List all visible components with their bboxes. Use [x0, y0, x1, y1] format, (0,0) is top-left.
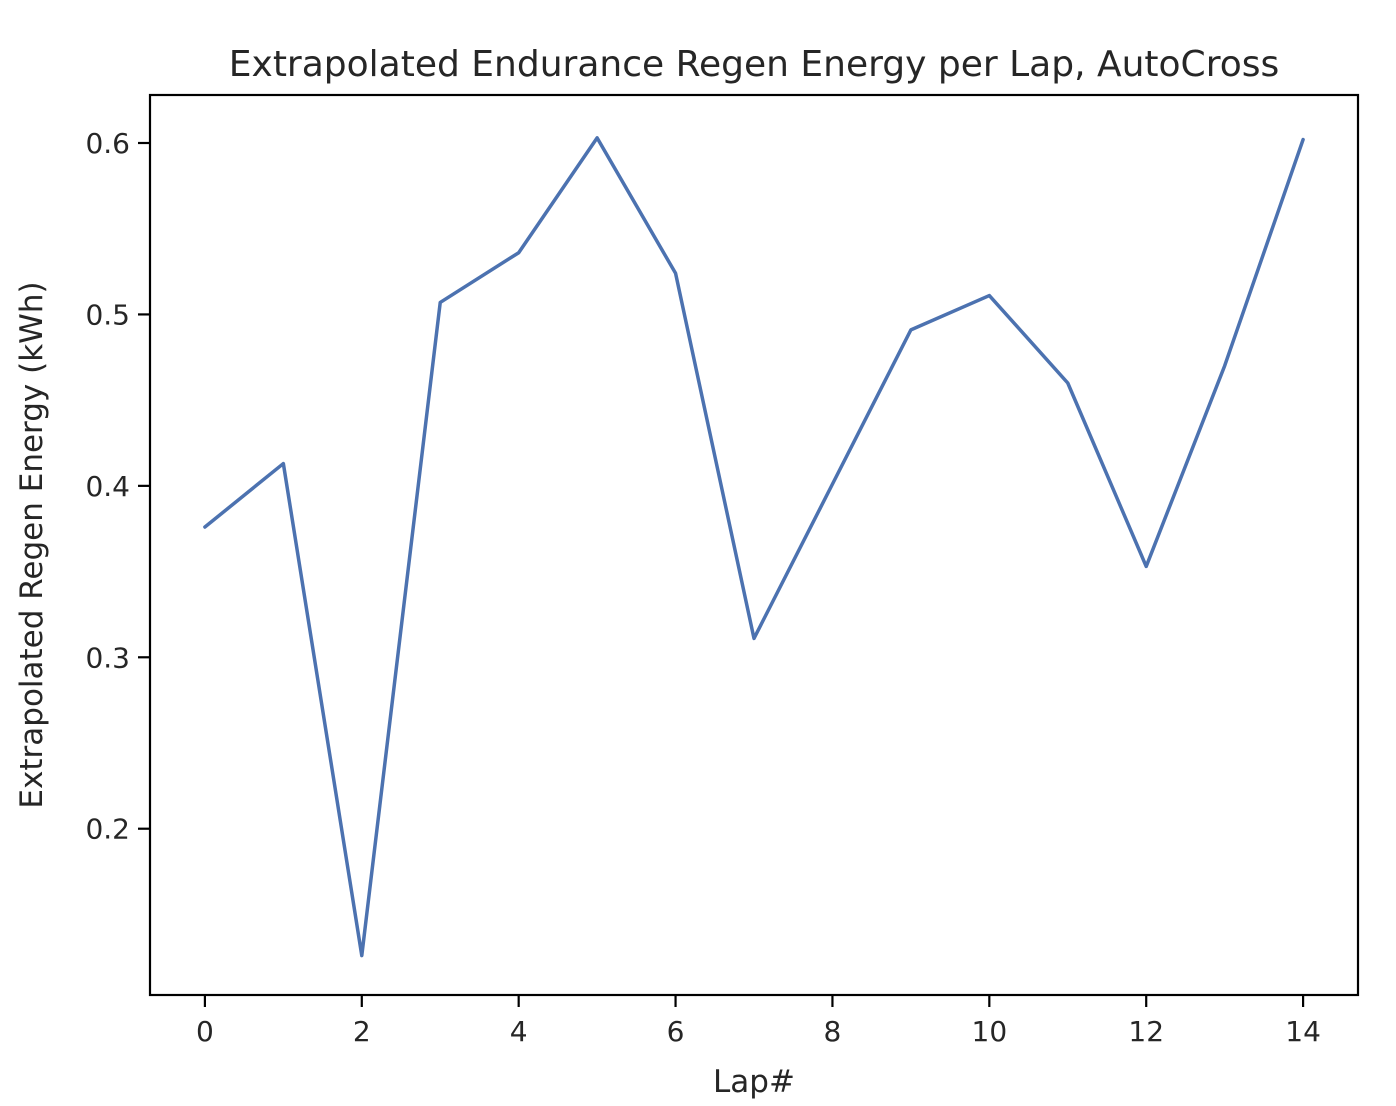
x-tick-label: 14: [1285, 1015, 1321, 1048]
regen-energy-line: [203, 136, 1305, 958]
x-tick-label: 0: [196, 1015, 214, 1048]
y-tick-label: 0.4: [85, 470, 130, 503]
x-tick-label: 10: [972, 1015, 1008, 1048]
x-tick-label: 8: [824, 1015, 842, 1048]
y-tick-label: 0.6: [85, 127, 130, 160]
x-tick-label: 4: [510, 1015, 528, 1048]
y-axis-label: Extrapolated Regen Energy (kWh): [14, 281, 50, 808]
x-axis-label: Lap#: [713, 1064, 795, 1100]
x-tick-label: 2: [353, 1015, 371, 1048]
x-tick-label: 6: [667, 1015, 685, 1048]
y-axis-ticks: 0.2 0.3 0.4 0.5 0.6: [85, 127, 150, 846]
y-tick-label: 0.5: [85, 298, 130, 331]
chart-title: Extrapolated Endurance Regen Energy per …: [229, 44, 1279, 85]
y-tick-label: 0.2: [85, 813, 130, 846]
x-tick-label: 12: [1128, 1015, 1164, 1048]
x-axis-ticks: 0 2 4 6 8 10 12 14: [196, 995, 1321, 1048]
data-series-line: [203, 136, 1305, 958]
plot-area: [148, 93, 1360, 997]
y-tick-label: 0.3: [85, 641, 130, 674]
